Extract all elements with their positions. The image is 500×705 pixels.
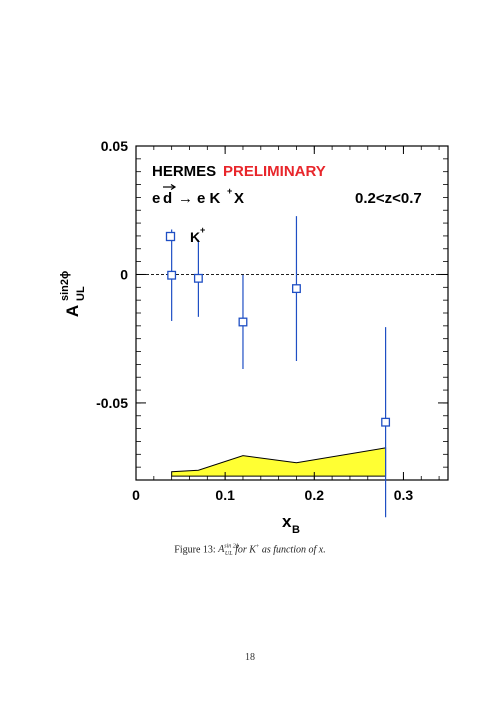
reaction-label: e d → e K + X [152, 183, 244, 207]
x-tick-label: 0.1 [215, 487, 235, 503]
data-point [381, 417, 391, 427]
caption-figure-number: Figure 13: [174, 544, 216, 556]
ticks-layer: 0 0.1 0.2 0.3 -0.05 0 0.05 [96, 138, 448, 503]
data-point [193, 273, 203, 283]
legend-label-charge: + [200, 225, 205, 235]
y-tick-label: 0 [120, 266, 128, 282]
data-point [292, 284, 301, 294]
systematic-band-layer [171, 447, 387, 477]
z-range-label: 0.2<z<0.7 [355, 190, 422, 207]
x-axis-label: x B [282, 512, 300, 536]
page-number: 18 [245, 652, 255, 663]
reaction-final: e K [197, 190, 221, 207]
figure-caption: Figure 13: Asin 2ϕUL for K+ as function … [0, 544, 500, 557]
reaction-kaon-charge: + [227, 186, 232, 196]
caption-symbol-sup: sin 2ϕ [224, 544, 239, 550]
reaction-x: X [234, 190, 244, 207]
reaction-e: e [152, 190, 160, 207]
legend-marker [165, 231, 176, 242]
caption-text-end: as function of x. [261, 544, 326, 556]
y-tick-label: 0.05 [101, 138, 128, 154]
x-axis-label-base: x [282, 512, 292, 531]
y-axis-label-sub: UL [75, 286, 87, 301]
data-point [167, 270, 177, 280]
y-axis-label-sup: sin2ϕ [59, 271, 71, 301]
caption-symbol-sub: UL [224, 551, 233, 558]
preliminary-label: PRELIMINARY [223, 163, 326, 180]
systematic-band [171, 447, 387, 477]
x-tick-label: 0.3 [394, 487, 414, 503]
caption-text: for K [235, 544, 256, 556]
caption-symbol: Asin 2ϕUL [218, 544, 239, 558]
reaction-d: d [163, 190, 172, 207]
collaboration-label: HERMES [152, 163, 216, 180]
legend: K + [165, 225, 205, 245]
y-tick-label: -0.05 [96, 395, 128, 411]
legend-label: K [190, 229, 200, 245]
caption-text-sup: + [255, 544, 260, 550]
y-axis-label-base: A [63, 305, 82, 317]
x-axis-label-sub: B [292, 524, 300, 536]
y-axis-label: A sin2ϕ UL [59, 271, 87, 317]
data-point [238, 317, 248, 327]
reaction-arrow: → [178, 190, 193, 207]
points-layer [167, 216, 391, 518]
x-tick-label: 0 [132, 487, 140, 503]
polarization-arrow-head-icon [170, 183, 177, 191]
x-tick-label: 0.2 [305, 487, 325, 503]
